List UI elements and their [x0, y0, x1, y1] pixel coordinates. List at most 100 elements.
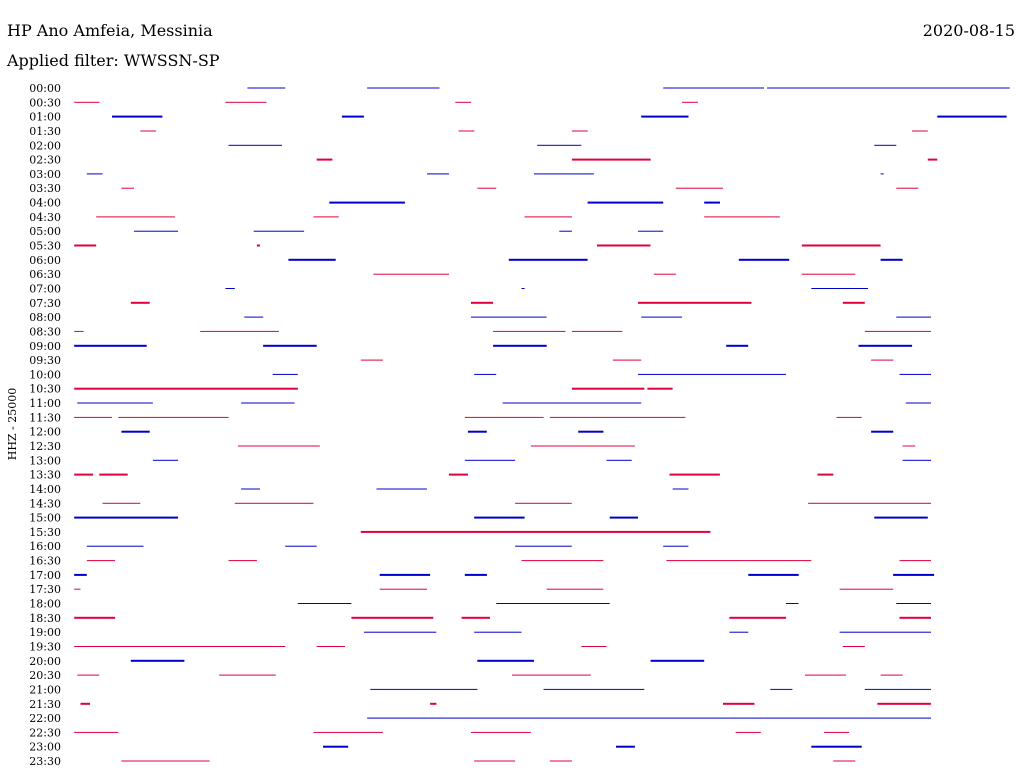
- trace-segment: [833, 760, 856, 762]
- trace-segment: [323, 745, 349, 748]
- trace-segment: [571, 158, 651, 161]
- row-time-label: 07:00: [29, 282, 61, 295]
- row-time-label: 10:00: [29, 368, 61, 381]
- row-time-label: 21:30: [29, 698, 61, 711]
- trace-segment: [537, 144, 582, 146]
- trace-segment: [811, 745, 862, 748]
- trace-segment: [471, 301, 494, 304]
- row-time-label: 21:00: [29, 683, 61, 696]
- trace-segment: [474, 631, 522, 633]
- trace-segment: [228, 560, 257, 562]
- row-time-label: 12:00: [29, 426, 61, 439]
- trace-segment: [858, 344, 913, 347]
- trace-segment: [521, 288, 525, 289]
- trace-segment: [86, 560, 116, 562]
- trace-segment: [477, 659, 534, 662]
- trace-segment: [74, 473, 94, 476]
- trace-segment: [842, 301, 865, 304]
- row-time-label: 18:30: [29, 612, 61, 625]
- trace-segment: [96, 216, 175, 218]
- trace-segment: [112, 115, 163, 118]
- trace-segment: [74, 416, 112, 418]
- trace-segment: [871, 430, 894, 433]
- row-time-label: 20:00: [29, 655, 61, 668]
- trace-segment: [571, 330, 623, 332]
- row-time-label: 05:30: [29, 240, 61, 253]
- trace-segment: [823, 731, 850, 733]
- row-time-label: 17:30: [29, 583, 61, 596]
- trace-segment: [430, 702, 437, 705]
- trace-segment: [379, 588, 427, 590]
- trace-segment: [896, 316, 931, 318]
- trace-segment: [880, 258, 903, 261]
- trace-segment: [74, 330, 84, 332]
- trace-segment: [899, 373, 931, 375]
- trace-segment: [770, 688, 793, 690]
- row-time-label: 22:30: [29, 726, 61, 739]
- trace-segment: [871, 359, 894, 361]
- row-time-label: 02:00: [29, 139, 61, 152]
- trace-segment: [86, 545, 144, 547]
- trace-segment: [666, 560, 812, 562]
- y-axis-label: HHZ - 25000: [6, 388, 19, 461]
- row-time-label: 16:30: [29, 555, 61, 568]
- row-time-label: 06:30: [29, 268, 61, 281]
- row-time-label: 11:00: [29, 397, 61, 410]
- row-time-label: 15:00: [29, 512, 61, 525]
- trace-segment: [496, 603, 610, 604]
- trace-segment: [285, 545, 317, 547]
- trace-segment: [253, 230, 305, 232]
- trace-segment: [839, 588, 894, 590]
- trace-segment: [241, 402, 295, 404]
- row-time-label: 09:30: [29, 354, 61, 367]
- trace-segment: [817, 473, 834, 476]
- trace-segment: [360, 530, 711, 533]
- trace-segment: [367, 87, 440, 89]
- trace-segment: [140, 130, 157, 132]
- trace-segment: [836, 416, 862, 418]
- trace-segment: [74, 573, 87, 576]
- trace-segment: [74, 516, 179, 519]
- trace-segment: [896, 603, 931, 604]
- trace-segment: [616, 745, 635, 748]
- trace-segment: [316, 158, 333, 161]
- trace-segment: [647, 387, 673, 390]
- trace-segment: [877, 702, 931, 705]
- trace-segment: [464, 573, 487, 576]
- row-time-label: 16:00: [29, 540, 61, 553]
- trace-segment: [74, 344, 147, 347]
- trace-segment: [880, 674, 903, 676]
- date-label: 2020-08-15: [922, 21, 1015, 40]
- trace-segment: [512, 674, 591, 676]
- trace-segment: [571, 387, 645, 390]
- row-time-label: 10:30: [29, 383, 61, 396]
- trace-segment: [467, 430, 487, 433]
- trace-segment: [74, 244, 97, 247]
- row-time-label: 01:30: [29, 125, 61, 138]
- row-time-label: 02:30: [29, 154, 61, 167]
- trace-segment: [74, 731, 119, 733]
- trace-segment: [534, 173, 594, 175]
- row-time-label: 23:30: [29, 755, 61, 768]
- trace-segment: [899, 560, 931, 562]
- trace-segment: [449, 473, 468, 476]
- filter-label: Applied filter: WWSSN-SP: [7, 51, 220, 70]
- row-time-label: 15:30: [29, 526, 61, 539]
- trace-segment: [99, 473, 128, 476]
- trace-segment: [609, 516, 638, 519]
- row-time-label: 08:30: [29, 325, 61, 338]
- trace-segment: [263, 344, 317, 347]
- row-time-label: 06:00: [29, 254, 61, 267]
- row-time-label: 01:00: [29, 111, 61, 124]
- trace-segment: [471, 731, 531, 733]
- trace-segment: [729, 616, 787, 619]
- trace-segment: [899, 616, 931, 619]
- trace-segment: [801, 273, 856, 275]
- row-time-label: 09:00: [29, 340, 61, 353]
- trace-segment: [663, 545, 689, 547]
- trace-segment: [612, 359, 642, 361]
- trace-segment: [200, 330, 279, 332]
- trace-segment: [669, 473, 720, 476]
- trace-segment: [515, 502, 572, 504]
